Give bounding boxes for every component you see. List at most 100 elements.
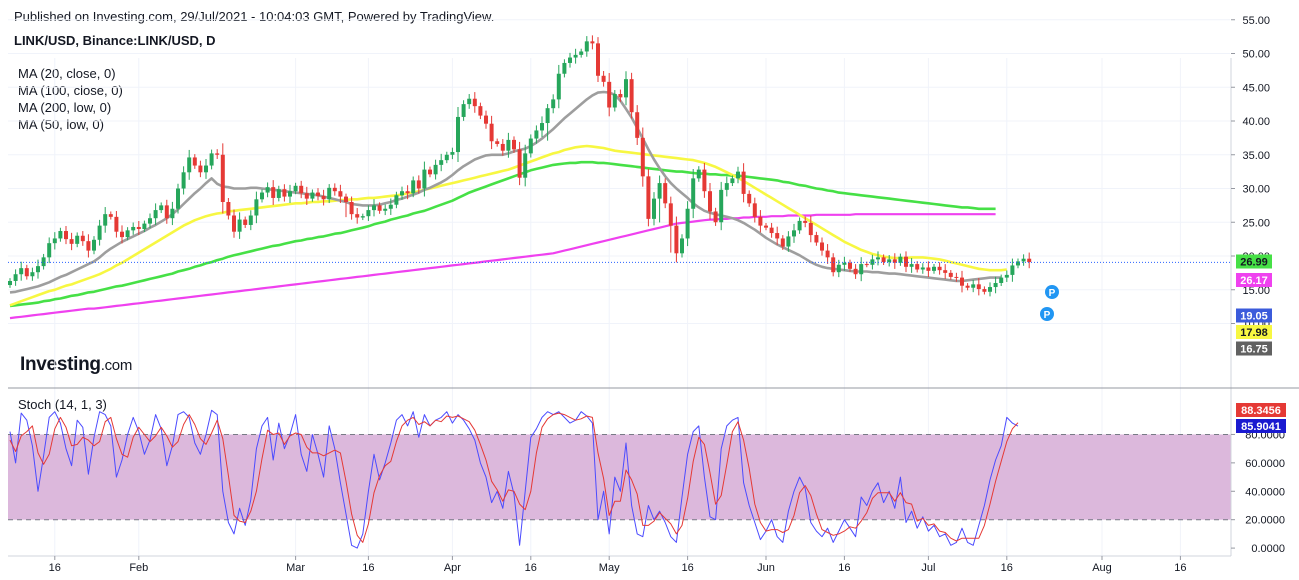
stoch-d-line	[9, 412, 1019, 543]
candle-down	[752, 203, 757, 217]
candle-up	[584, 41, 589, 52]
markers: PP	[1040, 285, 1059, 321]
candle-down	[489, 123, 494, 142]
p-marker-icon	[1040, 307, 1054, 321]
candle-up	[36, 266, 40, 273]
candle-down	[825, 250, 830, 258]
candle-down	[674, 225, 679, 254]
candle-down	[803, 220, 808, 223]
candle-down	[332, 187, 337, 192]
stoch-tick-label: 0.0000	[1251, 543, 1285, 555]
candle-down	[663, 183, 668, 204]
candle-up	[400, 191, 404, 196]
candle-up	[898, 256, 903, 263]
candle-down	[618, 94, 623, 98]
price-tick-label: 30.00	[1242, 184, 1270, 196]
candle-up	[439, 160, 444, 165]
price-labels: 26.99 26.17 19.05 17.98 16.75 88.3456 85.9041	[8, 254, 1286, 433]
candle-down	[192, 157, 197, 166]
candle-down	[864, 264, 869, 266]
candle-down	[769, 227, 774, 234]
candle-up	[103, 214, 108, 226]
candle-up	[652, 198, 656, 219]
candle-up	[159, 205, 164, 211]
candle-down	[954, 276, 959, 278]
time-tick-label: Mar	[286, 562, 305, 574]
candle-down	[321, 195, 326, 200]
candle-up	[842, 262, 847, 265]
candle-down	[881, 257, 886, 263]
time-tick-label: Jul	[921, 562, 935, 574]
candle-up	[52, 238, 57, 244]
candle-down	[590, 41, 595, 44]
p-marker-icon	[1045, 285, 1059, 299]
candle-up	[187, 157, 192, 173]
legend-ma200[interactable]: MA (200, low, 0)	[18, 100, 112, 115]
candle-up	[556, 73, 561, 100]
candle-up	[523, 153, 528, 178]
candle-down	[646, 176, 651, 219]
candle-down	[892, 259, 897, 263]
candle-up	[719, 189, 724, 223]
candle-up	[92, 239, 96, 251]
candle-down	[915, 264, 920, 270]
candle-up	[876, 257, 880, 260]
candle-down	[747, 193, 752, 204]
candle-down	[226, 202, 231, 216]
symbol-title: LINK/USD, Binance:LINK/USD, D	[14, 33, 216, 48]
investing-logo: Investing.com	[20, 354, 132, 376]
candle-down	[428, 169, 432, 175]
candle-up	[562, 62, 567, 74]
candle-up	[254, 199, 259, 216]
logo-brand: Investing	[20, 354, 101, 375]
price-label-bg	[1236, 254, 1272, 269]
time-tick-label: Jun	[757, 562, 775, 574]
candle-up	[534, 130, 539, 139]
candle-down	[232, 215, 236, 232]
candle-down	[775, 233, 780, 239]
candle-up	[411, 180, 416, 194]
candle-down	[965, 285, 970, 288]
candle-up	[170, 208, 175, 219]
candle-up	[456, 116, 460, 153]
time-tick-label: Apr	[444, 562, 461, 574]
stoch-tick-label: 40.0000	[1245, 486, 1285, 498]
price-tick-label: 55.00	[1242, 15, 1270, 27]
candle-down	[86, 241, 91, 251]
candle-down	[64, 231, 68, 240]
candle-down	[495, 141, 500, 144]
candle-up	[19, 268, 24, 275]
price-label-bg	[1236, 308, 1272, 323]
candle-up	[540, 123, 544, 131]
time-tick-label: 16	[49, 562, 61, 574]
candle-up	[8, 280, 12, 286]
candle-down	[405, 191, 410, 194]
candle-up	[859, 264, 864, 275]
candle-up	[237, 219, 242, 232]
candle-down	[198, 165, 203, 173]
candle-down	[271, 187, 276, 198]
p-marker-label: P	[1044, 310, 1051, 321]
candle-up	[551, 99, 556, 109]
stoch-label-bg	[1236, 419, 1286, 433]
price-label-4: 16.75	[1240, 344, 1268, 356]
candle-up	[366, 210, 371, 217]
candle-down	[220, 154, 225, 202]
legend-ma20[interactable]: MA (20, close, 0)	[18, 66, 116, 81]
candle-down	[926, 267, 931, 271]
price-label-1: 26.17	[1240, 275, 1268, 287]
candle-up	[461, 104, 466, 117]
candle-down	[831, 257, 836, 273]
price-label-bg	[1236, 341, 1272, 356]
stoch-label[interactable]: Stoch (14, 1, 3)	[18, 397, 107, 412]
candle-up	[153, 210, 158, 219]
candle-down	[814, 235, 819, 243]
stoch-band-fill	[8, 434, 1231, 520]
time-tick-label: 16	[1174, 562, 1186, 574]
candle-down	[114, 216, 119, 232]
ma20-line	[9, 90, 1002, 294]
candle-down	[120, 231, 124, 238]
stoch-band	[8, 433, 1231, 521]
candle-down	[215, 153, 220, 155]
